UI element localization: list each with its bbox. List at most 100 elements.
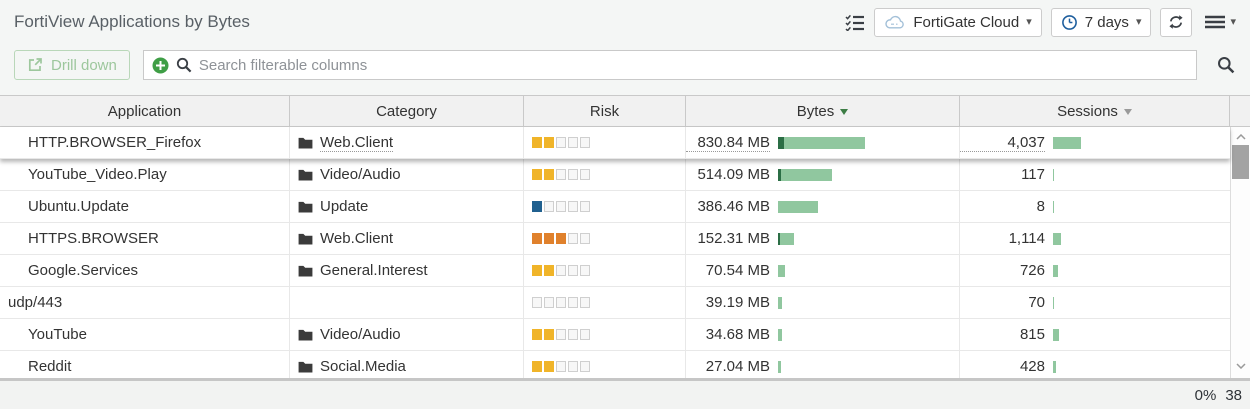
application-name: udp/443: [8, 294, 63, 311]
search-box: [142, 50, 1197, 80]
bytes-bar: [778, 168, 832, 181]
risk-square: [580, 329, 590, 340]
clock-icon: [1061, 14, 1078, 31]
search-input[interactable]: [198, 56, 1188, 74]
risk-cell: [524, 351, 686, 382]
refresh-button[interactable]: [1160, 7, 1193, 37]
column-header-sessions[interactable]: Sessions: [960, 96, 1230, 126]
application-name: Reddit: [28, 358, 72, 375]
table-row[interactable]: HTTP.BROWSER_Firefox Web.Client 830.84 MB 4…: [0, 127, 1230, 159]
bytes-cell: 70.54 MB: [686, 255, 960, 286]
sessions-value: 428: [1019, 358, 1045, 375]
application-cell: Reddit: [0, 351, 290, 382]
category-name[interactable]: Web.Client: [320, 133, 394, 152]
chevron-up-icon[interactable]: [1231, 129, 1250, 145]
table-row[interactable]: YouTube Video/Audio 34.68 MB 815: [0, 319, 1230, 351]
category-cell: Web.Client: [290, 127, 524, 158]
bytes-sent-segment: [778, 136, 784, 149]
device-selector-button[interactable]: FortiGate Cloud ▾: [874, 7, 1042, 37]
column-header-application[interactable]: Application: [0, 96, 290, 126]
risk-square: [568, 233, 578, 244]
bytes-value[interactable]: 830.84 MB: [686, 134, 770, 152]
risk-square: [532, 137, 542, 148]
table-row[interactable]: Google.Services General.Interest 70.54 MB 7…: [0, 255, 1230, 287]
refresh-icon: [1168, 14, 1184, 30]
time-range-button[interactable]: 7 days ▾: [1050, 7, 1152, 37]
column-header-label: Bytes: [796, 102, 835, 120]
sessions-cell: 117: [960, 159, 1230, 190]
category-cell: [290, 287, 524, 318]
risk-cell: [524, 159, 686, 190]
risk-cell: [524, 287, 686, 318]
application-cell: YouTube_Video.Play: [0, 159, 290, 190]
status-count: 38: [1225, 386, 1242, 404]
risk-square: [556, 361, 566, 372]
risk-square: [532, 361, 542, 372]
column-header-category[interactable]: Category: [290, 96, 524, 126]
application-name: HTTP.BROWSER_Firefox: [28, 134, 202, 151]
table-row[interactable]: udp/443 39.19 MB 70: [0, 287, 1230, 319]
search-icon: [1218, 57, 1235, 74]
search-submit-button[interactable]: [1210, 50, 1242, 80]
folder-icon: [298, 201, 313, 213]
category-name: Web.Client: [320, 230, 394, 247]
application-cell: HTTP.BROWSER_Firefox: [0, 127, 290, 158]
risk-square: [544, 297, 554, 308]
column-header-risk[interactable]: Risk: [524, 96, 686, 126]
column-header-label: Risk: [589, 102, 620, 120]
category-name: General.Interest: [320, 262, 428, 279]
sessions-bar: [1053, 296, 1054, 309]
category-name: Video/Audio: [320, 166, 401, 183]
table-body-rows: HTTP.BROWSER_Firefox Web.Client 830.84 MB 4…: [0, 127, 1230, 383]
category-cell: Video/Audio: [290, 319, 524, 350]
risk-square: [580, 361, 590, 372]
sessions-value: 726: [1019, 262, 1045, 279]
drill-down-button[interactable]: Drill down: [14, 50, 130, 80]
title-bar: FortiView Applications by Bytes: [0, 0, 1250, 44]
bytes-bar: [778, 264, 785, 277]
time-range-label: 7 days: [1084, 13, 1129, 31]
risk-square: [532, 297, 542, 308]
sessions-value: 117: [1021, 166, 1045, 183]
chevron-down-icon[interactable]: [1231, 358, 1250, 374]
risk-square: [532, 169, 542, 180]
table-row[interactable]: HTTPS.BROWSER Web.Client 152.31 MB 1,114: [0, 223, 1230, 255]
category-cell: Update: [290, 191, 524, 222]
column-header-bytes[interactable]: Bytes: [686, 96, 960, 126]
scrollbar-thumb[interactable]: [1232, 145, 1249, 179]
sessions-value: 1,114: [1008, 230, 1045, 247]
category-name: Social.Media: [320, 358, 406, 375]
risk-square: [556, 201, 566, 212]
sessions-bar: [1053, 360, 1056, 373]
risk-cell: [524, 319, 686, 350]
risk-square: [568, 297, 578, 308]
sessions-value[interactable]: 4,037: [960, 134, 1045, 152]
checklist-icon[interactable]: [845, 14, 865, 31]
menu-button[interactable]: ▾: [1201, 15, 1240, 29]
table-row[interactable]: Ubuntu.Update Update 386.46 MB 8: [0, 191, 1230, 223]
bytes-value: 34.68 MB: [705, 326, 770, 343]
vertical-scrollbar[interactable]: [1230, 127, 1250, 378]
application-name: HTTPS.BROWSER: [28, 230, 159, 247]
plus-circle-icon[interactable]: [152, 57, 169, 74]
risk-square: [556, 297, 566, 308]
risk-square: [544, 201, 554, 212]
bytes-cell: 27.04 MB: [686, 351, 960, 382]
application-cell: YouTube: [0, 319, 290, 350]
risk-square: [532, 265, 542, 276]
application-cell: Google.Services: [0, 255, 290, 286]
table-body: HTTP.BROWSER_Firefox Web.Client 830.84 MB 4…: [0, 127, 1250, 383]
sort-desc-icon: [840, 109, 849, 115]
risk-square: [544, 137, 554, 148]
header-scrollbar-spacer: [1230, 96, 1250, 126]
sessions-bar: [1053, 328, 1059, 341]
folder-icon: [298, 361, 313, 373]
risk-square: [544, 329, 554, 340]
table-row[interactable]: YouTube_Video.Play Video/Audio 514.09 MB 11…: [0, 159, 1230, 191]
sort-desc-icon: [1123, 109, 1132, 115]
bytes-value: 514.09 MB: [697, 166, 770, 183]
sessions-bar: [1053, 200, 1054, 213]
table-row[interactable]: Reddit Social.Media 27.04 MB 428: [0, 351, 1230, 383]
column-header-label: Application: [107, 102, 182, 120]
toolbar: Drill down: [0, 44, 1250, 86]
